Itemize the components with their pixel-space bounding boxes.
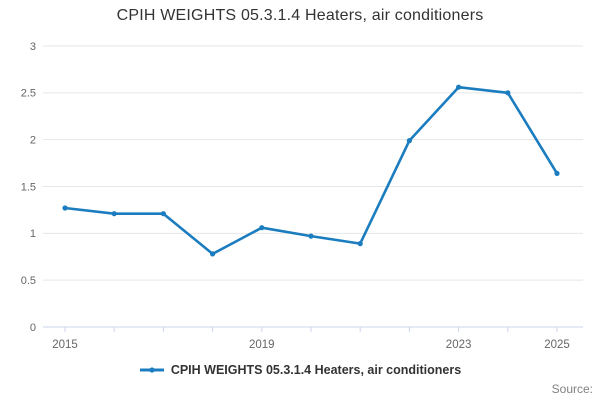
chart-title: CPIH WEIGHTS 05.3.1.4 Heaters, air condi… [116, 7, 484, 24]
data-point [456, 84, 462, 90]
data-point [160, 211, 166, 217]
legend-label: CPIH WEIGHTS 05.3.1.4 Heaters, air condi… [170, 363, 462, 377]
data-point [210, 251, 216, 257]
y-tick-label: 0.5 [21, 275, 36, 287]
data-point [554, 170, 560, 176]
x-tick-label: 2025 [544, 339, 570, 351]
data-point [308, 233, 314, 239]
y-tick-label: 3 [30, 41, 36, 53]
legend-line-marker-icon [139, 367, 164, 373]
x-tick-label: 2015 [52, 339, 78, 351]
data-point [406, 138, 412, 144]
data-point [259, 225, 265, 231]
y-tick-label: 1 [30, 228, 36, 240]
data-point [62, 205, 68, 211]
y-tick-label: 2.5 [21, 88, 36, 100]
x-tick-label: 2023 [446, 339, 472, 351]
y-tick-label: 1.5 [21, 181, 36, 193]
data-point [357, 241, 363, 247]
data-point [505, 90, 511, 96]
data-point [111, 211, 117, 217]
source-note: Source: [551, 382, 593, 396]
y-tick-label: 0 [30, 322, 36, 334]
y-tick-label: 2 [30, 135, 36, 147]
series-line [63, 85, 559, 256]
legend[interactable]: CPIH WEIGHTS 05.3.1.4 Heaters, air condi… [0, 363, 600, 377]
x-tick-label: 2019 [249, 339, 275, 351]
